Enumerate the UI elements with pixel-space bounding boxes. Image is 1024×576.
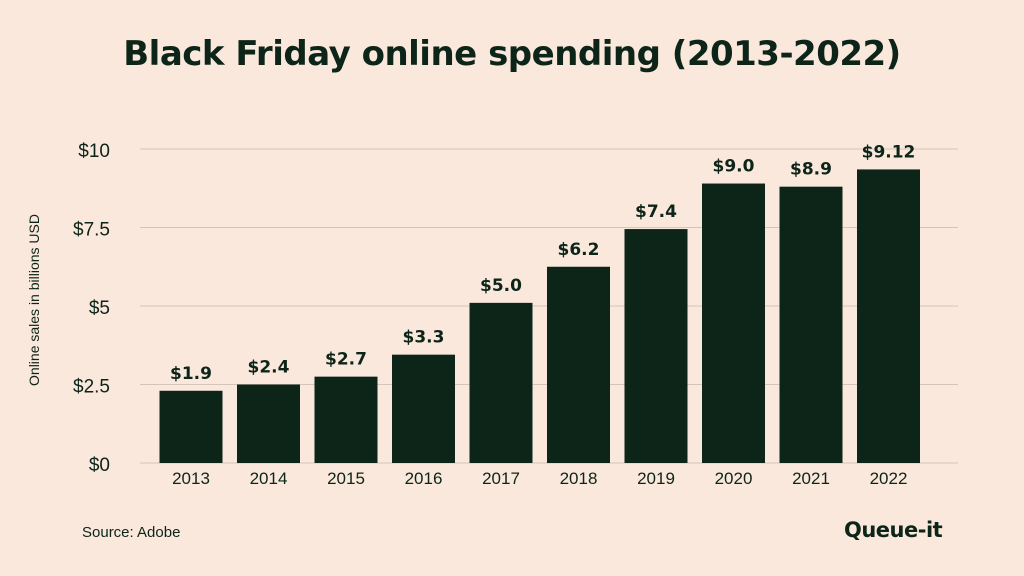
data-label: $9.12 bbox=[862, 142, 916, 162]
data-label: $7.4 bbox=[635, 202, 677, 222]
x-tick-label: 2015 bbox=[327, 469, 365, 488]
data-label: $2.4 bbox=[248, 358, 290, 378]
x-tick-label: 2017 bbox=[482, 469, 520, 488]
y-axis-label: Online sales in billions USD bbox=[26, 214, 42, 386]
source-note: Source: Adobe bbox=[82, 524, 181, 541]
bar-2020 bbox=[702, 183, 765, 464]
data-label: $6.2 bbox=[558, 240, 600, 260]
data-label: $3.3 bbox=[403, 328, 445, 348]
x-tick-label: 2016 bbox=[405, 469, 443, 488]
data-label: $1.9 bbox=[170, 364, 212, 384]
data-label: $5.0 bbox=[480, 276, 522, 296]
chart-title: Black Friday online spending (2013-2022) bbox=[123, 34, 901, 74]
y-tick-label: $10 bbox=[78, 141, 110, 162]
data-label: $8.9 bbox=[790, 160, 832, 180]
x-axis-ticks: 2013 2014 2015 2016 2017 2018 2019 2020 2021 2022 bbox=[172, 469, 907, 488]
data-labels: $1.9 $2.4 $2.7 $3.3 $5.0 $6.2 $7.4 $9.0 $8.9 $9.1… bbox=[170, 142, 915, 383]
bar-2014 bbox=[237, 384, 300, 463]
x-tick-label: 2021 bbox=[792, 469, 830, 488]
x-tick-label: 2014 bbox=[250, 469, 288, 488]
y-tick-label: $7.5 bbox=[73, 220, 110, 241]
x-tick-label: 2018 bbox=[560, 469, 598, 488]
y-axis-ticks: $0 $2.5 $5 $7.5 $10 bbox=[73, 141, 110, 476]
bar-2016 bbox=[392, 354, 455, 463]
bar-2019 bbox=[624, 229, 688, 463]
bar-2015 bbox=[314, 376, 378, 463]
x-tick-label: 2019 bbox=[637, 469, 675, 488]
bar-2022 bbox=[857, 169, 920, 463]
data-label: $9.0 bbox=[713, 157, 755, 177]
bars bbox=[159, 169, 920, 464]
y-tick-label: $2.5 bbox=[73, 377, 110, 398]
data-label: $2.7 bbox=[325, 350, 367, 370]
bar-2017 bbox=[469, 302, 533, 463]
queue-it-logo: Queue-it bbox=[844, 518, 943, 542]
y-tick-label: $0 bbox=[89, 455, 110, 476]
x-tick-label: 2022 bbox=[870, 469, 908, 488]
x-tick-label: 2020 bbox=[715, 469, 753, 488]
x-tick-label: 2013 bbox=[172, 469, 210, 488]
bar-2013 bbox=[159, 390, 223, 463]
bar-2021 bbox=[779, 186, 843, 463]
y-tick-label: $5 bbox=[89, 298, 110, 319]
bar-2018 bbox=[547, 266, 610, 463]
